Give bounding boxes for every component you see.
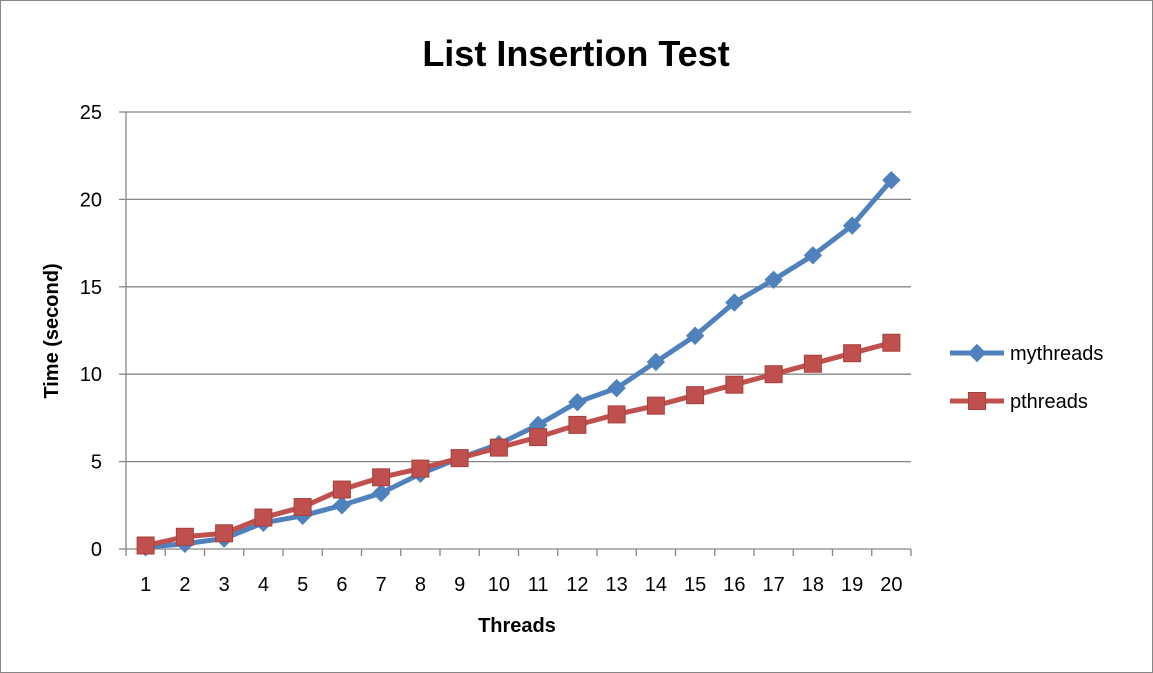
- legend: mythreads pthreads: [950, 343, 1103, 413]
- y-tick-label: 25: [80, 102, 102, 124]
- y-axis-title: Time (second): [41, 263, 63, 398]
- y-tick-label: 20: [80, 189, 102, 211]
- x-tick-label: 1: [140, 574, 151, 596]
- data-point-pthreads: [646, 396, 665, 415]
- data-point-mythreads: [607, 378, 626, 398]
- x-tick-label: 5: [297, 574, 308, 596]
- data-point-pthreads: [568, 415, 587, 434]
- x-tick-label: 16: [723, 574, 745, 596]
- y-tick-label: 0: [91, 539, 102, 561]
- data-point-pthreads: [293, 498, 312, 517]
- data-point-pthreads: [764, 365, 783, 384]
- data-point-mythreads: [803, 246, 823, 265]
- data-point-pthreads: [372, 468, 391, 487]
- data-point-pthreads: [489, 438, 508, 457]
- data-point-pthreads: [607, 405, 626, 424]
- x-tick-label: 20: [880, 574, 902, 596]
- data-point-pthreads: [843, 344, 862, 363]
- x-tick-label: 10: [488, 574, 510, 596]
- x-tick-label: 15: [684, 574, 706, 596]
- gridlines: [126, 111, 911, 463]
- x-tick-label: 17: [763, 574, 785, 596]
- x-tick-label: 7: [376, 574, 387, 596]
- data-point-pthreads: [450, 449, 469, 468]
- legend-marker: [967, 343, 987, 363]
- data-point-mythreads: [685, 326, 705, 345]
- series-pthreads: [136, 333, 901, 555]
- data-point-mythreads: [332, 496, 352, 515]
- x-tick-label: 9: [454, 574, 465, 596]
- x-tick-label: 12: [566, 574, 588, 596]
- data-point-pthreads: [215, 524, 234, 543]
- x-tick-label: 3: [219, 574, 230, 596]
- data-point-pthreads: [725, 375, 744, 394]
- data-point-pthreads: [136, 536, 155, 555]
- data-point-pthreads: [529, 428, 548, 447]
- data-point-pthreads: [803, 354, 822, 373]
- x-tick-label: 11: [528, 574, 549, 596]
- data-point-pthreads: [175, 527, 194, 546]
- data-point-mythreads: [371, 483, 391, 503]
- data-point-mythreads: [568, 392, 587, 412]
- series-group: [136, 170, 901, 557]
- data-point-pthreads: [686, 386, 705, 405]
- data-point-mythreads: [882, 170, 901, 190]
- legend-item-mythreads: mythreads: [950, 343, 1103, 365]
- x-tick-label: 8: [415, 574, 426, 596]
- data-point-mythreads: [646, 352, 666, 372]
- data-point-pthreads: [332, 480, 351, 499]
- series-mythreads: [136, 170, 901, 557]
- y-tick-label: 10: [80, 364, 102, 386]
- legend-marker: [968, 392, 986, 410]
- data-point-pthreads: [254, 508, 273, 527]
- x-tick-label: 14: [645, 574, 667, 596]
- chart-title: List Insertion Test: [422, 33, 729, 74]
- x-tick-label: 4: [258, 574, 269, 596]
- y-tick-label: 5: [91, 452, 102, 474]
- x-axis-title: Threads: [478, 615, 556, 637]
- series-line-mythreads: [143, 177, 894, 550]
- legend-label: pthreads: [1010, 391, 1088, 413]
- data-point-pthreads: [411, 459, 430, 478]
- legend-label: mythreads: [1010, 343, 1103, 365]
- data-point-mythreads: [764, 270, 783, 290]
- x-tick-label: 18: [802, 574, 824, 596]
- data-point-mythreads: [725, 293, 744, 312]
- x-tick-label: 6: [336, 574, 347, 596]
- x-tick-label: 13: [606, 574, 628, 596]
- y-tick-label: 15: [80, 277, 102, 299]
- data-point-mythreads: [842, 216, 862, 235]
- x-tick-label: 19: [841, 574, 863, 596]
- x-tick-label: 2: [179, 574, 190, 596]
- data-point-pthreads: [882, 333, 901, 352]
- legend-item-pthreads: pthreads: [950, 391, 1088, 413]
